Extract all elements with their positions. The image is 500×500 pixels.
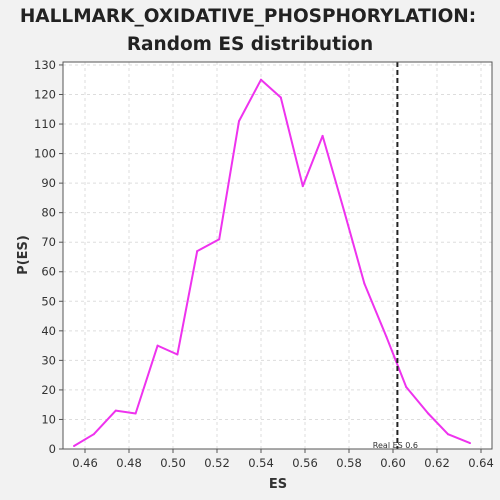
real-es-label: Real ES 0.6 <box>373 441 418 450</box>
data-point <box>447 433 449 436</box>
data-point <box>92 433 95 436</box>
data-point <box>363 282 366 285</box>
x-tick-label: 0.46 <box>72 456 98 470</box>
data-point <box>260 78 262 81</box>
data-point <box>321 134 324 137</box>
real-es-marker: Real ES 0.6 <box>373 62 418 450</box>
y-tick-label: 50 <box>41 294 56 308</box>
data-point <box>385 335 388 338</box>
data-point <box>469 442 471 445</box>
data-point <box>134 412 137 415</box>
y-tick-label: 10 <box>41 412 56 426</box>
x-tick-label: 0.60 <box>380 456 406 470</box>
data-point <box>156 344 159 347</box>
plot-area <box>63 62 492 449</box>
x-axis-label: ES <box>269 477 287 492</box>
data-point <box>279 96 282 99</box>
y-tick-label: 0 <box>49 442 56 456</box>
data-point <box>405 385 408 388</box>
chart-title-line-2: Random ES distribution <box>127 34 373 55</box>
x-tick-label: 0.58 <box>336 456 362 470</box>
y-tick-label: 90 <box>41 176 56 190</box>
data-point <box>238 120 240 123</box>
data-point <box>218 238 221 241</box>
x-tick-label: 0.50 <box>160 456 186 470</box>
plot-frame <box>62 61 493 450</box>
y-tick-label: 130 <box>34 58 56 72</box>
y-tick-label: 70 <box>41 235 56 249</box>
x-tick-label: 0.54 <box>248 456 274 470</box>
y-tick-label: 30 <box>41 353 56 367</box>
y-tick-label: 80 <box>41 206 56 220</box>
series-layer <box>73 78 471 448</box>
y-tick-label: 100 <box>34 147 56 161</box>
gridlines <box>63 62 492 450</box>
x-tick-label: 0.56 <box>292 456 318 470</box>
x-axis: 0.46 0.48 0.50 0.52 0.54 0.56 0.58 0.60 0.62 0.64 <box>72 449 494 470</box>
y-tick-label: 110 <box>34 117 56 131</box>
data-point <box>196 250 199 253</box>
data-point <box>73 445 75 448</box>
data-point <box>343 211 346 214</box>
chart-title-line-1: HALLMARK_OXIDATIVE_PHOSPHORYLATION: <box>20 6 476 27</box>
y-tick-label: 40 <box>41 324 56 338</box>
y-axis: 0 10 20 30 40 50 60 70 80 90 100 110 120 130 <box>34 58 63 456</box>
data-point <box>176 353 179 356</box>
data-point <box>301 185 304 188</box>
x-tick-label: 0.64 <box>468 456 494 470</box>
data-point <box>114 409 117 412</box>
x-tick-label: 0.48 <box>116 456 142 470</box>
y-axis-label: P(ES) <box>16 235 31 275</box>
y-tick-label: 60 <box>41 265 56 279</box>
data-point <box>427 412 430 415</box>
x-tick-label: 0.62 <box>424 456 450 470</box>
y-tick-label: 20 <box>41 383 56 397</box>
distribution-line <box>73 78 471 447</box>
y-tick-label: 120 <box>34 87 56 101</box>
x-tick-label: 0.52 <box>204 456 230 470</box>
